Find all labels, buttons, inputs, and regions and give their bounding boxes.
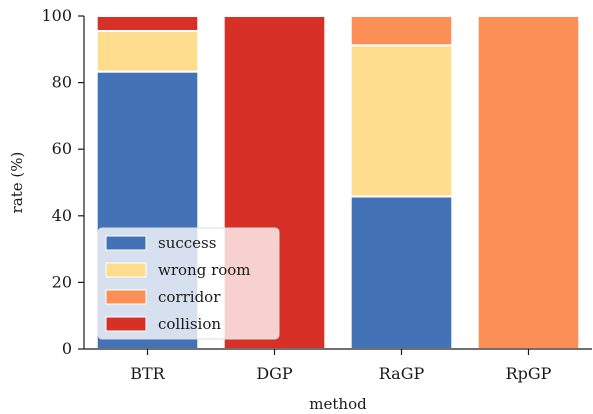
y-tick-label: 80 <box>52 73 72 92</box>
bar-segment-ragp-corridor <box>349 15 454 47</box>
x-axis-label: method <box>309 395 367 413</box>
y-tick-label: 0 <box>62 339 72 358</box>
y-tick-label: 100 <box>41 6 72 25</box>
x-tick-label-rpgp: RpGP <box>506 364 552 383</box>
legend-label-collision: collision <box>158 315 221 333</box>
legend-swatch-corridor <box>105 289 147 305</box>
x-tick-label-btr: BTR <box>130 364 165 383</box>
x-tick-label-ragp: RaGP <box>379 364 425 383</box>
x-tick-label-dgp: DGP <box>256 364 293 383</box>
legend-label-corridor: corridor <box>158 288 221 306</box>
legend-swatch-success <box>105 235 147 251</box>
bar-segment-btr-wrong-room <box>95 29 200 73</box>
y-tick-label: 40 <box>52 206 72 225</box>
bar-segment-ragp-success <box>349 195 454 350</box>
y-tick-label: 20 <box>52 272 72 291</box>
y-tick-label: 60 <box>52 139 72 158</box>
y-axis-label: rate (%) <box>8 152 26 214</box>
y-ticks: 0 20 40 60 80 100 <box>41 6 84 358</box>
bar-segment-ragp-wrong-room <box>349 44 454 198</box>
legend-swatch-wrong-room <box>105 262 147 278</box>
legend-label-success: success <box>158 234 216 252</box>
legend-label-wrong-room: wrong room <box>158 261 251 279</box>
legend-box <box>97 227 280 340</box>
legend-swatch-collision <box>105 316 147 332</box>
legend: success wrong room corridor collision <box>97 227 280 340</box>
x-ticks: BTR DGP RaGP RpGP <box>130 349 552 383</box>
bar-segment-btr-collision <box>95 15 200 32</box>
bar-segment-rpgp-corridor <box>476 15 581 350</box>
